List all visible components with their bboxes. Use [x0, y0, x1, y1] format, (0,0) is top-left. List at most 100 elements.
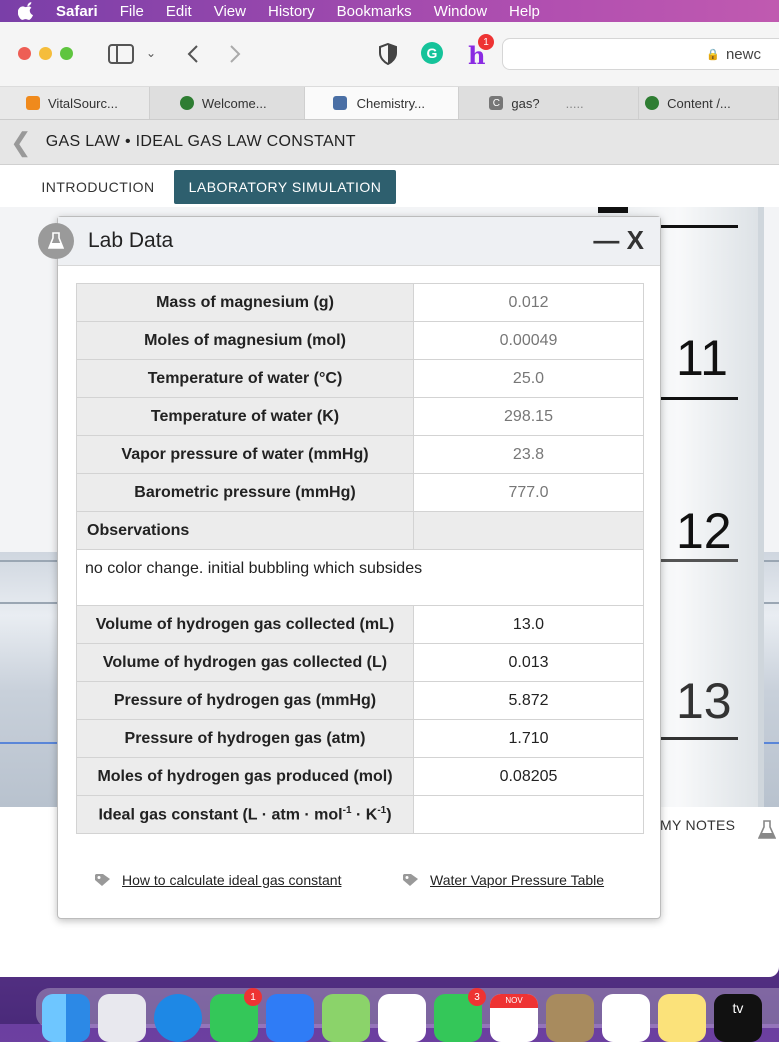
help-links: How to calculate ideal gas constant Wate… — [94, 872, 654, 892]
browser-tab-bar: VitalSourc... Welcome... Chemistry... C … — [0, 87, 779, 120]
tab-laboratory-simulation[interactable]: LABORATORY SIMULATION — [174, 170, 396, 204]
honey-extension-icon[interactable]: h 1 — [464, 34, 494, 70]
row-input[interactable]: 5.872 — [413, 681, 644, 720]
tag-icon — [95, 874, 110, 886]
back-chevron-icon[interactable]: ❮ — [10, 127, 32, 157]
tube-number-11: 11 — [676, 330, 728, 386]
row-label: Moles of magnesium (mol) — [76, 321, 414, 360]
grammarly-icon[interactable]: G — [420, 41, 444, 65]
lab-data-table: Mass of magnesium (g) 0.012 Moles of mag… — [76, 283, 644, 834]
table-row: Moles of magnesium (mol) 0.00049 — [76, 321, 644, 360]
row-label: Volume of hydrogen gas collected (mL) — [76, 605, 414, 644]
table-row: Mass of magnesium (g) 0.012 — [76, 283, 644, 322]
row-label: Moles of hydrogen gas produced (mol) — [76, 757, 414, 796]
calendar-icon[interactable]: NOV — [490, 994, 538, 1042]
address-text: newc — [725, 45, 761, 63]
table-row: Volume of hydrogen gas collected (mL) 13… — [76, 605, 644, 644]
close-button[interactable]: X — [626, 225, 644, 255]
tab-introduction[interactable]: INTRODUCTION — [41, 179, 155, 195]
row-value: 0.012 — [413, 283, 644, 322]
messages-badge: 1 — [244, 988, 262, 1006]
svg-text:G: G — [427, 45, 438, 61]
contacts-icon[interactable] — [546, 994, 594, 1042]
tab-welcome[interactable]: Welcome... — [149, 87, 305, 119]
zoom-window-button[interactable] — [60, 47, 73, 60]
row-input[interactable]: 0.08205 — [413, 757, 644, 796]
facetime-icon[interactable]: 3 — [434, 988, 486, 1042]
chegg-favicon-icon: C — [489, 96, 504, 110]
minimize-window-button[interactable] — [39, 47, 52, 60]
flask-badge-icon — [38, 223, 74, 259]
tag-icon — [403, 874, 418, 886]
address-bar[interactable]: 🔒 newc — [502, 38, 779, 70]
tab-content[interactable]: Content /... — [639, 87, 779, 119]
row-label: Barometric pressure (mmHg) — [76, 473, 414, 512]
finder-icon[interactable] — [42, 994, 90, 1042]
sidebar-icon[interactable] — [108, 44, 134, 64]
notes-icon[interactable] — [658, 994, 706, 1042]
safari-icon[interactable] — [154, 994, 202, 1042]
modal-title: Lab Data — [88, 229, 174, 252]
launchpad-icon[interactable] — [98, 994, 146, 1042]
tube-number-12: 12 — [676, 503, 732, 559]
tick-mark — [660, 225, 738, 228]
minimize-button[interactable]: — — [593, 225, 620, 255]
row-input[interactable]: 13.0 — [413, 605, 644, 644]
back-icon[interactable] — [186, 44, 200, 64]
table-row: Volume of hydrogen gas collected (L) 0.0… — [76, 643, 644, 682]
menu-bookmarks[interactable]: Bookmarks — [336, 2, 412, 20]
flask-icon[interactable] — [758, 820, 776, 840]
ideal-gas-constant-input[interactable] — [413, 795, 644, 834]
close-window-button[interactable] — [18, 47, 31, 60]
row-input[interactable]: 1.710 — [413, 719, 644, 758]
appletv-icon[interactable]: tv — [714, 994, 762, 1042]
menu-view[interactable]: View — [213, 2, 246, 20]
row-label: Temperature of water (K) — [76, 397, 414, 436]
lab-data-modal: Lab Data — X Mass of magnesium (g) 0.012… — [38, 216, 661, 919]
menu-window[interactable]: Window — [433, 2, 488, 20]
tab-chemistry[interactable]: Chemistry... — [304, 87, 460, 119]
shield-favicon-icon — [645, 96, 660, 110]
tab-vitalsource[interactable]: VitalSourc... — [0, 87, 150, 119]
row-value: 0.00049 — [413, 321, 644, 360]
row-input[interactable]: 0.013 — [413, 643, 644, 682]
table-row: Vapor pressure of water (mmHg) 23.8 — [76, 435, 644, 474]
tick-mark — [660, 737, 738, 740]
modal-header: Lab Data — X — [38, 217, 660, 266]
observations-textarea[interactable]: no color change. initial bubbling which … — [76, 549, 644, 606]
forward-icon[interactable] — [228, 44, 242, 64]
row-label: Volume of hydrogen gas collected (L) — [76, 643, 414, 682]
menu-history[interactable]: History — [267, 2, 315, 20]
row-label: Temperature of water (°C) — [76, 359, 414, 398]
tab-dots: ..... — [565, 95, 584, 111]
tick-mark — [660, 559, 738, 562]
maps-icon[interactable] — [322, 994, 370, 1042]
shield-favicon-icon — [179, 96, 194, 110]
table-row: Temperature of water (K) 298.15 — [76, 397, 644, 436]
vapor-pressure-table-link[interactable]: Water Vapor Pressure Table — [402, 872, 604, 888]
photos-icon[interactable] — [378, 994, 426, 1042]
how-to-link[interactable]: How to calculate ideal gas constant — [94, 872, 341, 888]
messages-icon[interactable]: 1 — [210, 988, 262, 1042]
chevron-down-icon[interactable]: ⌄ — [146, 46, 157, 60]
modal-controls: — X — [593, 225, 644, 256]
table-row: Temperature of water (°C) 25.0 — [76, 359, 644, 398]
table-row: Pressure of hydrogen gas (mmHg) 5.872 — [76, 681, 644, 720]
apple-logo-icon[interactable] — [18, 2, 36, 20]
tv-label: tv — [732, 1000, 744, 1016]
menu-safari[interactable]: Safari — [56, 2, 98, 20]
privacy-shield-icon[interactable] — [378, 43, 398, 65]
mail-icon[interactable] — [266, 994, 314, 1042]
menu-edit[interactable]: Edit — [165, 2, 192, 20]
row-label: Mass of magnesium (g) — [76, 283, 414, 322]
row-value: 23.8 — [413, 435, 644, 474]
observations-text-row: no color change. initial bubbling which … — [76, 549, 644, 606]
honey-badge: 1 — [478, 34, 494, 50]
menu-help[interactable]: Help — [509, 2, 540, 20]
reminders-icon[interactable] — [602, 994, 650, 1042]
my-notes-button[interactable]: MY NOTES — [660, 817, 736, 833]
table-row: Moles of hydrogen gas produced (mol) 0.0… — [76, 757, 644, 796]
menu-file[interactable]: File — [119, 2, 144, 20]
tab-gas[interactable]: C gas? ..... — [459, 87, 640, 119]
ideal-gas-constant-label: Ideal gas constant (L · atm · mol-1 · K-… — [76, 795, 414, 834]
